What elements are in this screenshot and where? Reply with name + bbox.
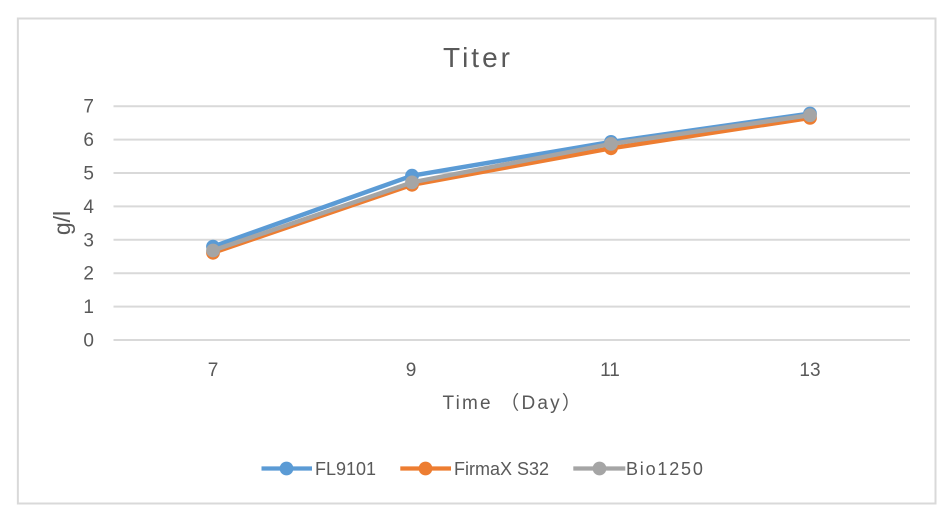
svg-text:1: 1 <box>83 297 94 318</box>
svg-text:7: 7 <box>208 360 219 381</box>
svg-text:FirmaX S32: FirmaX S32 <box>454 459 549 479</box>
svg-text:Titer: Titer <box>443 42 513 73</box>
svg-text:Time （Day）: Time （Day） <box>443 392 584 414</box>
svg-text:Bio1250: Bio1250 <box>626 459 705 479</box>
svg-text:0: 0 <box>83 331 94 352</box>
svg-text:FL9101: FL9101 <box>315 459 376 479</box>
svg-text:5: 5 <box>83 164 94 185</box>
svg-text:4: 4 <box>83 197 94 218</box>
svg-text:3: 3 <box>83 230 94 251</box>
svg-text:2: 2 <box>83 264 94 285</box>
svg-text:g/l: g/l <box>49 211 75 235</box>
svg-text:6: 6 <box>83 130 94 151</box>
svg-text:13: 13 <box>799 360 820 381</box>
svg-text:7: 7 <box>83 97 94 118</box>
svg-text:9: 9 <box>406 360 417 381</box>
svg-text:11: 11 <box>600 360 620 381</box>
